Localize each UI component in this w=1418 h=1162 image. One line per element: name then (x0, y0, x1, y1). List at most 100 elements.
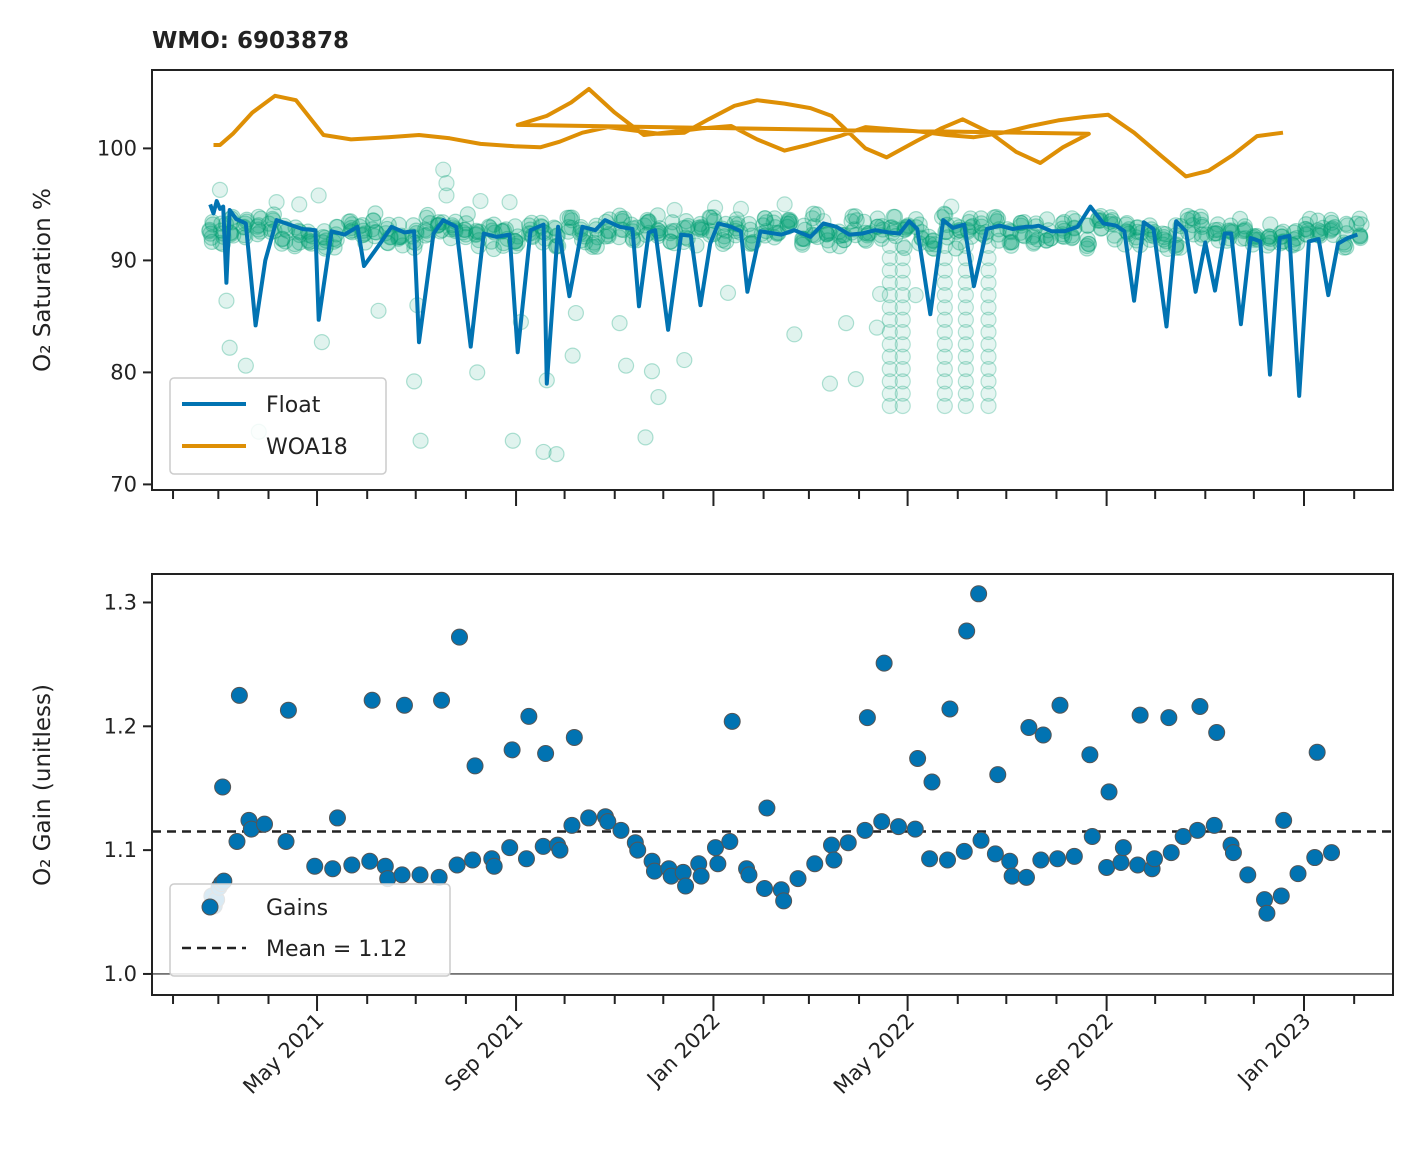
profile-point (584, 238, 601, 256)
profile-column-point (980, 348, 997, 365)
profile-column-point (980, 287, 997, 304)
profile-point (973, 215, 990, 232)
profile-outlier (643, 363, 661, 380)
gain-point (789, 870, 807, 888)
profile-point (418, 209, 435, 226)
profile-point (831, 238, 848, 255)
profile-column-point (894, 237, 911, 254)
gain-point (612, 821, 630, 839)
profile-point (1194, 218, 1211, 235)
profile-point (649, 207, 666, 224)
gain-point (677, 877, 695, 895)
top-y-tick-label: 70 (110, 472, 137, 496)
profile-point (588, 238, 605, 255)
profile-point (367, 223, 384, 241)
profile-point (663, 223, 681, 240)
bottom-x-tick-label: May 2021 (238, 1009, 328, 1099)
gain-point (277, 832, 295, 850)
gain-point (1205, 816, 1223, 834)
profile-point (1106, 231, 1123, 248)
profile-point (1038, 232, 1055, 249)
profile-point (1106, 227, 1123, 244)
profile-point (201, 221, 218, 239)
profile-column-point (894, 373, 911, 390)
profile-point (459, 206, 476, 223)
profile-point (1236, 218, 1253, 235)
profile-outlier (786, 326, 803, 343)
profile-point (585, 236, 602, 253)
gain-point (448, 856, 466, 874)
gain-point (411, 866, 429, 884)
profile-point (277, 233, 294, 250)
gain-point (517, 850, 535, 868)
profile-point (885, 208, 902, 225)
profile-point (507, 218, 524, 235)
profile-point (250, 221, 267, 238)
profile-outlier (438, 175, 455, 192)
gain-point (551, 841, 569, 859)
profile-point (563, 209, 581, 226)
profile-column-point (980, 397, 997, 415)
profile-column-point (881, 262, 898, 279)
gain-point (1112, 854, 1130, 872)
profile-point (1261, 228, 1278, 245)
profile-point (714, 231, 731, 249)
profile-column-point (957, 287, 974, 304)
profile-outlier (611, 315, 628, 332)
gain-point (1051, 696, 1069, 714)
gain-point (466, 757, 484, 775)
bottom-x-tick-label: Jan 2023 (1232, 1009, 1316, 1093)
profile-outlier (676, 351, 693, 369)
profile-point (1179, 207, 1196, 225)
gain-point (1275, 811, 1293, 829)
profile-point (962, 210, 979, 227)
profile-point (1192, 211, 1210, 228)
profile-point (365, 212, 382, 229)
profile-outlier (504, 432, 521, 449)
profile-outlier (268, 194, 285, 211)
profile-point (662, 225, 679, 242)
profile-column-point (980, 262, 997, 279)
profile-point (1079, 231, 1096, 248)
profile-column-point (894, 287, 911, 304)
profile-outlier (221, 339, 238, 356)
profile-point (563, 212, 580, 229)
profile-point (1063, 210, 1081, 227)
gain-point (1100, 783, 1118, 801)
profile-outlier (567, 304, 585, 322)
gain-point (941, 700, 959, 718)
profile-point (1080, 235, 1097, 252)
profile-column-point (936, 323, 953, 341)
gain-point (1131, 706, 1149, 724)
gain-point (806, 855, 824, 873)
profile-outlier (291, 196, 308, 213)
profile-point (368, 224, 385, 241)
profile-point (690, 219, 707, 236)
profile-point (693, 220, 710, 237)
gain-point (1272, 887, 1290, 905)
profile-column-point (894, 299, 911, 316)
gain-point (1191, 697, 1209, 715)
profile-point (600, 228, 617, 245)
gain-point (393, 866, 411, 884)
gain-point (970, 585, 988, 603)
profile-point (1025, 235, 1042, 252)
profile-point (458, 215, 475, 232)
gain-point (709, 855, 727, 873)
gain-point (450, 628, 468, 646)
profile-column-point (936, 385, 953, 402)
profile-point (641, 213, 658, 230)
bottom-y-axis-label: O₂ Gain (unitless) (30, 684, 56, 886)
profile-point (365, 212, 382, 229)
gain-point (430, 868, 448, 886)
gain-point (1258, 904, 1276, 922)
series-line-float (208, 199, 1359, 398)
profile-column-point (894, 385, 911, 402)
gain-point (520, 707, 538, 725)
profile-point (597, 228, 614, 245)
profile-outlier (406, 373, 423, 390)
top-y-ticks: 70 80 90 100 (97, 136, 152, 496)
profile-point (1184, 217, 1201, 234)
profile-column-point (980, 360, 997, 378)
profile-column-point (894, 348, 911, 365)
